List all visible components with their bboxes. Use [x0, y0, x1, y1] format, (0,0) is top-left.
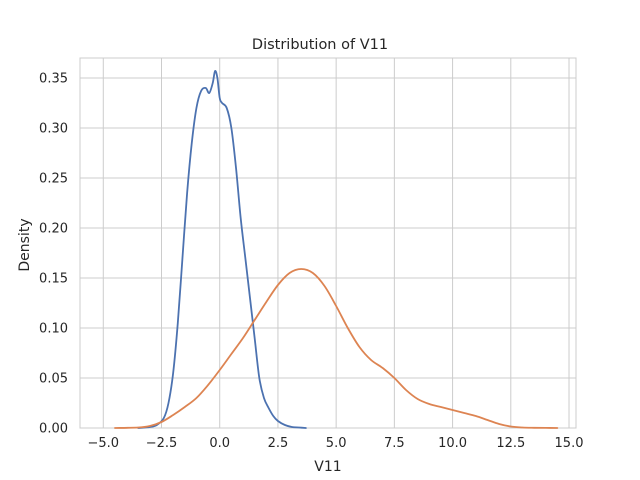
y-tick-label: 0.25: [39, 172, 68, 187]
x-axis-label: V11: [314, 459, 341, 475]
density-line-1: [137, 69, 307, 429]
x-tick-label: 10.0: [438, 436, 467, 451]
x-tick-label: 0.0: [209, 436, 230, 451]
plot-frame: [79, 57, 577, 429]
series-layer: [114, 69, 559, 429]
x-tick-label: 15.0: [555, 436, 584, 451]
x-tick-label: −5.0: [87, 436, 119, 451]
x-tick-label: 2.5: [268, 436, 289, 451]
chart-title: Distribution of V11: [252, 37, 388, 53]
x-tick-label: 5.0: [326, 436, 347, 451]
x-tick-label: 12.5: [496, 436, 525, 451]
y-tick-label: 0.35: [39, 72, 68, 87]
grid: [79, 57, 577, 429]
y-tick-label: 0.10: [39, 322, 68, 337]
x-tick-label: 7.5: [384, 436, 405, 451]
y-axis-label: Density: [17, 218, 33, 271]
density-line-2: [114, 268, 559, 429]
y-tick-label: 0.00: [39, 422, 68, 437]
y-tick-label: 0.20: [39, 222, 68, 237]
y-tick-label: 0.05: [39, 372, 68, 387]
tick-labels: −5.0 −2.5 0.0 2.5 5.0 7.5 10.0 12.5 15.0 0.00 0.05…: [39, 72, 583, 452]
y-tick-label: 0.30: [39, 122, 68, 137]
x-tick-label: −2.5: [146, 436, 178, 451]
y-tick-label: 0.15: [39, 272, 68, 287]
